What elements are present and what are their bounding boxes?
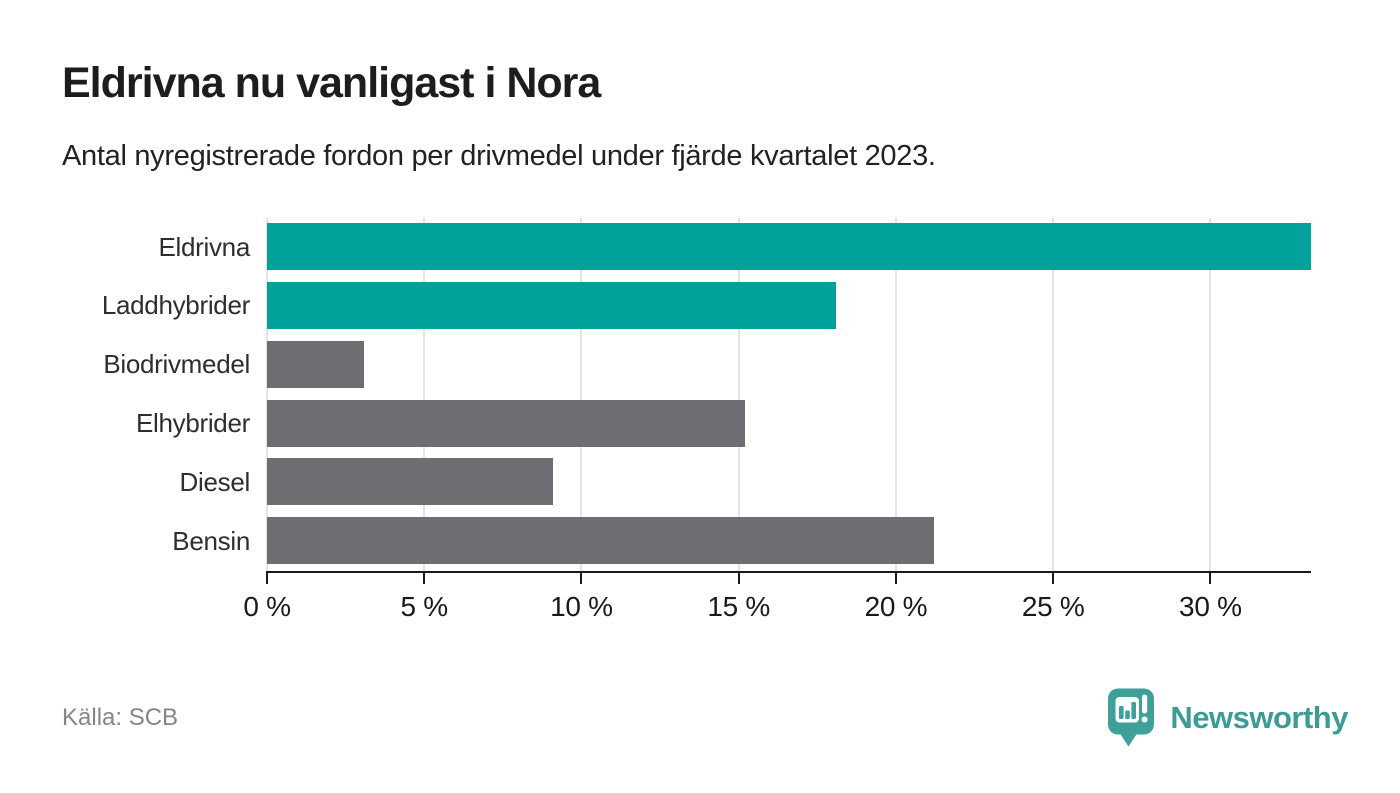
x-axis-tick-10	[580, 571, 583, 584]
x-tick-label-15: 15 %	[707, 591, 770, 622]
x-tick-label-0: 0 %	[243, 591, 291, 622]
y-axis-label-eldrivna: Eldrivna	[158, 231, 250, 262]
gridline-5	[423, 218, 426, 571]
brand-lockup: Newsworthy	[1107, 687, 1348, 748]
page-title: Eldrivna nu vanligast i Nora	[62, 59, 601, 107]
x-axis-tick-25	[1052, 571, 1055, 584]
x-axis-tick-0	[266, 571, 268, 584]
x-tick-label-20: 20 %	[864, 591, 928, 622]
x-tick-label-10: 10 %	[550, 591, 613, 622]
bar-bensin	[267, 517, 934, 565]
x-axis-tick-20	[894, 571, 897, 584]
gridline-30	[1209, 218, 1212, 571]
y-axis-label-bensin: Bensin	[172, 525, 250, 556]
bar-laddhybrider	[267, 281, 837, 329]
x-axis-tick-30	[1209, 571, 1212, 584]
x-tick-label-30: 30 %	[1179, 591, 1242, 622]
bar-eldrivna	[267, 223, 1311, 270]
x-tick-label-25: 25 %	[1021, 591, 1085, 622]
gridline-25	[1052, 218, 1055, 571]
x-axis-tick-5	[423, 571, 426, 584]
y-axis-label-laddhybrider: Laddhybrider	[101, 290, 250, 321]
source-note: Källa: SCB	[62, 704, 179, 731]
y-axis-label-biodrivmedel: Biodrivmedel	[103, 349, 250, 380]
gridline-10	[580, 218, 583, 571]
gridline-15	[737, 218, 740, 571]
newsworthy-logo-icon	[1108, 688, 1155, 747]
gridline-0	[266, 218, 268, 571]
x-axis-line	[267, 571, 1311, 573]
y-axis-label-elhybrider: Elhybrider	[135, 408, 250, 438]
brand-name: Newsworthy	[1170, 700, 1348, 735]
x-tick-label-5: 5 %	[400, 591, 449, 622]
bar-biodrivmedel	[267, 340, 365, 388]
y-axis-label-diesel: Diesel	[179, 466, 251, 497]
page-subtitle: Antal nyregistrerade fordon per drivmede…	[62, 140, 936, 172]
bar-diesel	[267, 458, 554, 506]
plot-area: 0 % 5 % 10 % 15 % 20 % 25 % 30 % Eldrivna Laddhy…	[102, 218, 1311, 622]
x-axis-tick-15	[737, 571, 740, 584]
gridline-20	[894, 218, 897, 571]
bar-elhybrider	[267, 399, 745, 447]
